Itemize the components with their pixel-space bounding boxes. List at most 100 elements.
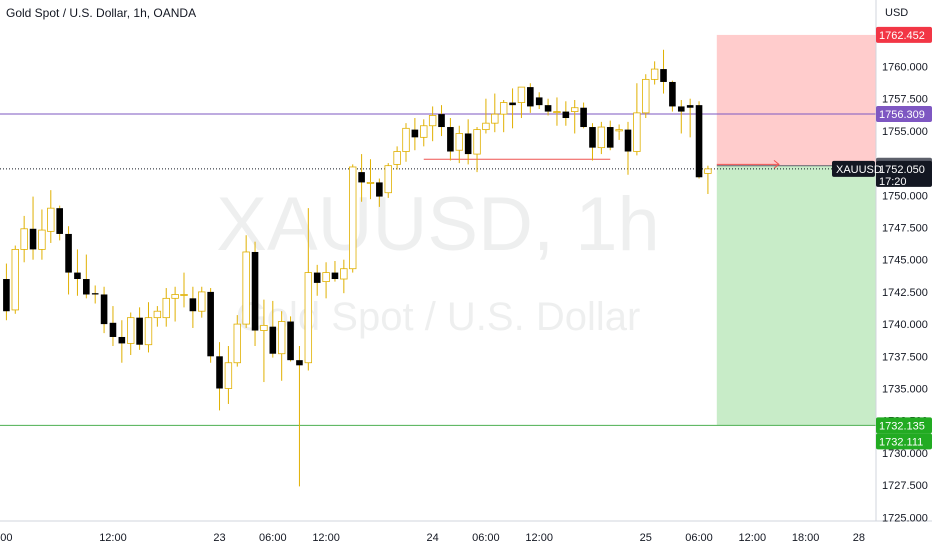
candle-body[interactable] bbox=[109, 322, 117, 337]
red-arrow-head-icon bbox=[773, 159, 780, 169]
watermark-symbol: XAUUSD, 1h bbox=[216, 182, 660, 267]
candle-body[interactable] bbox=[56, 208, 63, 234]
candle-body[interactable] bbox=[349, 166, 357, 270]
candle-body[interactable] bbox=[482, 122, 490, 131]
candle-body[interactable] bbox=[127, 317, 135, 344]
candle-body[interactable] bbox=[562, 111, 570, 119]
candle-body[interactable] bbox=[65, 233, 72, 273]
candle-body[interactable] bbox=[38, 229, 46, 250]
candle-body[interactable] bbox=[686, 105, 694, 108]
candle-body[interactable] bbox=[11, 248, 19, 311]
candle-body[interactable] bbox=[393, 151, 401, 165]
candle-body[interactable] bbox=[189, 298, 197, 312]
candle-body[interactable] bbox=[366, 182, 375, 184]
candle-body[interactable] bbox=[606, 127, 614, 148]
price-tick-label: 1745.000 bbox=[882, 255, 928, 267]
candle-body[interactable] bbox=[447, 127, 454, 152]
candle-body[interactable] bbox=[420, 125, 428, 138]
candle-body[interactable] bbox=[162, 297, 170, 319]
candle-body[interactable] bbox=[260, 324, 268, 331]
candle-body[interactable] bbox=[527, 87, 534, 107]
candle-body[interactable] bbox=[660, 69, 667, 82]
candle-body[interactable] bbox=[233, 323, 241, 364]
candle-body[interactable] bbox=[535, 97, 543, 106]
candle-body[interactable] bbox=[287, 321, 294, 361]
current-price-tag: 1752.050 bbox=[879, 164, 925, 176]
stop-price-tag-bg bbox=[876, 26, 932, 43]
candle-body[interactable] bbox=[580, 107, 587, 128]
candle-body[interactable] bbox=[47, 207, 55, 232]
take-profit-zone[interactable] bbox=[716, 165, 895, 426]
candle-body[interactable] bbox=[251, 251, 259, 331]
candle-body[interactable] bbox=[118, 336, 126, 344]
candle-body[interactable] bbox=[642, 78, 650, 114]
candle-body[interactable] bbox=[704, 168, 712, 174]
time-tick-label: 06:00 bbox=[685, 532, 713, 544]
price-tick-label: 1747.500 bbox=[882, 223, 928, 235]
candle-body[interactable] bbox=[553, 111, 561, 113]
candle-body[interactable] bbox=[29, 228, 37, 250]
green-line-price-tag: 1732.111 bbox=[879, 436, 923, 448]
candle-body[interactable] bbox=[544, 105, 552, 112]
candle-body[interactable] bbox=[624, 129, 632, 152]
candle-body[interactable] bbox=[438, 114, 445, 128]
candle-body[interactable] bbox=[304, 272, 313, 364]
price-axis-panel[interactable] bbox=[876, 0, 932, 550]
time-axis-panel[interactable] bbox=[0, 521, 932, 550]
candle-body[interactable] bbox=[669, 81, 676, 107]
candle-body[interactable] bbox=[491, 113, 499, 124]
candle-body[interactable] bbox=[91, 293, 99, 295]
candle-body[interactable] bbox=[376, 182, 383, 197]
candle-body[interactable] bbox=[428, 115, 437, 127]
candle-body[interactable] bbox=[269, 326, 277, 354]
candle-body[interactable] bbox=[589, 127, 596, 148]
price-tick-label: 1730.000 bbox=[882, 448, 928, 460]
candle-body[interactable] bbox=[242, 251, 250, 325]
candle-body[interactable] bbox=[198, 291, 206, 312]
stop-loss-zone[interactable] bbox=[716, 34, 895, 166]
candle-body[interactable] bbox=[677, 106, 685, 112]
candle-body[interactable] bbox=[473, 129, 481, 155]
candle-body[interactable] bbox=[144, 317, 153, 346]
current-price-tag-bg bbox=[876, 160, 932, 187]
candle-body[interactable] bbox=[224, 362, 233, 389]
candle-body[interactable] bbox=[517, 86, 526, 103]
candle-body[interactable] bbox=[83, 279, 90, 295]
candle-body[interactable] bbox=[571, 107, 579, 112]
candle-body[interactable] bbox=[499, 102, 508, 115]
candle-body[interactable] bbox=[171, 294, 179, 299]
time-tick-label: 12:00 bbox=[99, 532, 127, 544]
candle-body[interactable] bbox=[331, 272, 339, 280]
candle-body[interactable] bbox=[597, 126, 606, 149]
candle-body[interactable] bbox=[384, 165, 392, 194]
candle-body[interactable] bbox=[20, 228, 28, 250]
candle-body[interactable] bbox=[207, 291, 214, 357]
candle-body[interactable] bbox=[633, 112, 641, 152]
candle-body[interactable] bbox=[296, 360, 303, 366]
candle-body[interactable] bbox=[358, 172, 365, 183]
candle-body[interactable] bbox=[464, 133, 472, 155]
candle-body[interactable] bbox=[100, 294, 108, 325]
candle-body[interactable] bbox=[695, 105, 703, 178]
candle-body[interactable] bbox=[277, 321, 286, 355]
candle-body[interactable] bbox=[340, 268, 348, 280]
target-price-tag-bg bbox=[876, 417, 932, 434]
candle-body[interactable] bbox=[509, 102, 516, 106]
candle-body[interactable] bbox=[455, 133, 463, 151]
price-tick-label: 1740.000 bbox=[882, 319, 928, 331]
candle-body[interactable] bbox=[322, 272, 330, 282]
candle-body[interactable] bbox=[402, 127, 410, 152]
candle-body[interactable] bbox=[180, 294, 188, 296]
candle-body[interactable] bbox=[153, 310, 162, 319]
candle-body[interactable] bbox=[216, 356, 223, 389]
symbol-tag-bg bbox=[832, 160, 875, 177]
candle-body[interactable] bbox=[3, 279, 10, 312]
candle-body[interactable] bbox=[411, 129, 419, 138]
candle-body[interactable] bbox=[136, 317, 143, 345]
candle-body[interactable] bbox=[74, 272, 81, 280]
candle-body[interactable] bbox=[313, 272, 321, 283]
candle-body[interactable] bbox=[650, 68, 659, 80]
candle-body[interactable] bbox=[615, 129, 623, 132]
